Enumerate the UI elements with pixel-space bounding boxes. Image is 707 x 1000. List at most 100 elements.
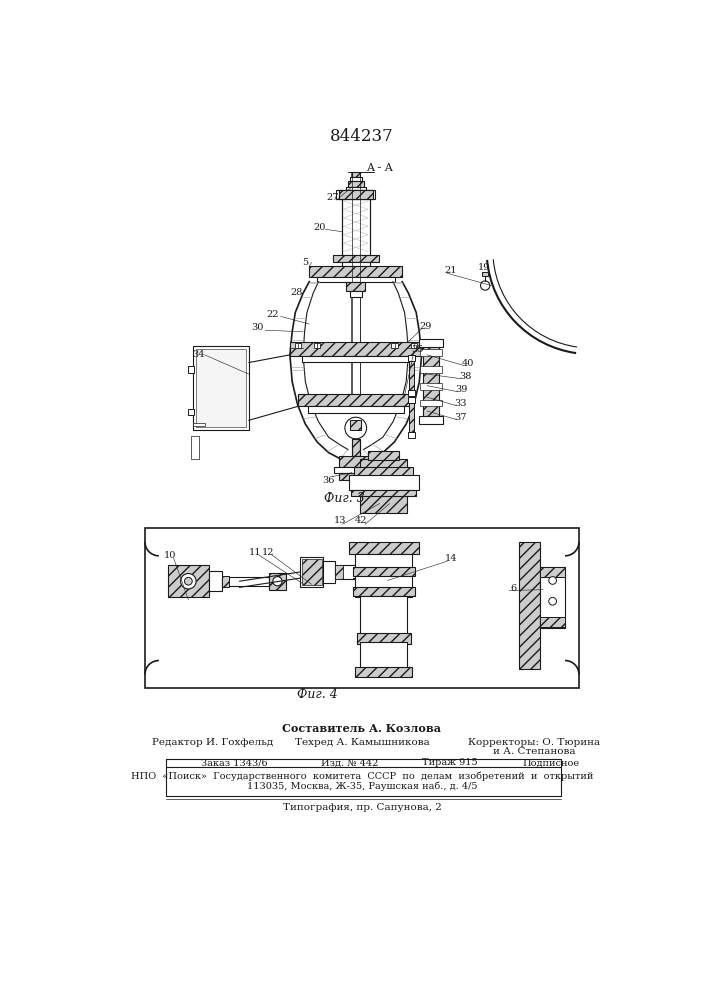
Text: 33: 33 bbox=[454, 399, 467, 408]
Text: 11: 11 bbox=[249, 548, 262, 557]
Bar bbox=[314, 343, 320, 348]
Bar bbox=[408, 389, 416, 396]
Bar bbox=[317, 277, 395, 282]
Text: 27: 27 bbox=[326, 192, 339, 202]
Text: Корректоры: О. Тюрина: Корректоры: О. Тюрина bbox=[468, 738, 600, 747]
Bar bbox=[518, 542, 540, 669]
Bar bbox=[295, 343, 300, 348]
Bar bbox=[341, 262, 370, 266]
Bar bbox=[420, 366, 442, 373]
Bar bbox=[339, 456, 373, 466]
Circle shape bbox=[549, 577, 556, 584]
Bar bbox=[337, 190, 375, 199]
Bar bbox=[361, 459, 407, 513]
Bar bbox=[309, 266, 402, 277]
Bar bbox=[408, 355, 416, 361]
Text: Техред А. Камышникова: Техред А. Камышникова bbox=[295, 738, 429, 747]
Text: Изд. № 442: Изд. № 442 bbox=[321, 758, 378, 767]
Bar bbox=[368, 451, 399, 460]
Text: 34: 34 bbox=[192, 350, 204, 359]
Text: 37: 37 bbox=[454, 413, 467, 422]
Text: 13: 13 bbox=[334, 516, 346, 525]
Bar bbox=[352, 172, 360, 177]
Bar bbox=[409, 359, 414, 389]
Bar bbox=[193, 346, 249, 430]
Text: 20: 20 bbox=[313, 223, 325, 232]
Bar bbox=[355, 554, 412, 597]
Text: A - A: A - A bbox=[366, 163, 392, 173]
Text: 12: 12 bbox=[262, 548, 274, 557]
Bar bbox=[301, 559, 322, 585]
Text: 36: 36 bbox=[322, 476, 335, 485]
Bar bbox=[352, 439, 360, 456]
Bar bbox=[339, 473, 373, 480]
Bar bbox=[540, 567, 565, 628]
Bar bbox=[209, 571, 223, 591]
Circle shape bbox=[180, 574, 196, 589]
Bar bbox=[301, 356, 410, 362]
Bar bbox=[355, 667, 412, 677]
Text: 844237: 844237 bbox=[330, 128, 394, 145]
Bar bbox=[392, 343, 397, 348]
Bar bbox=[332, 255, 379, 262]
Bar bbox=[323, 561, 335, 583]
Bar bbox=[351, 490, 416, 496]
Bar bbox=[361, 596, 407, 634]
Text: 113035, Москва, Ж-35, Раушская наб., д. 4/5: 113035, Москва, Ж-35, Раушская наб., д. … bbox=[247, 781, 477, 791]
Bar bbox=[168, 565, 209, 597]
Bar bbox=[349, 291, 362, 297]
Circle shape bbox=[345, 417, 367, 439]
Bar bbox=[335, 565, 362, 579]
Bar bbox=[346, 187, 366, 190]
Bar bbox=[419, 339, 443, 347]
Bar bbox=[420, 383, 442, 389]
Circle shape bbox=[185, 577, 192, 585]
Bar bbox=[420, 349, 442, 356]
Bar bbox=[482, 272, 489, 276]
Bar bbox=[351, 420, 361, 430]
Bar bbox=[339, 190, 373, 199]
Bar bbox=[308, 406, 404, 413]
Bar bbox=[411, 343, 417, 348]
Text: 10: 10 bbox=[163, 551, 176, 560]
Bar bbox=[223, 577, 269, 586]
Bar bbox=[334, 466, 378, 473]
Text: Составитель А. Козлова: Составитель А. Козлова bbox=[283, 723, 441, 734]
Bar bbox=[269, 573, 286, 590]
Text: Подписное: Подписное bbox=[522, 758, 580, 767]
Text: 14: 14 bbox=[445, 554, 457, 563]
Bar bbox=[145, 528, 579, 688]
Bar bbox=[290, 342, 421, 356]
Text: Фиг. 3: Фиг. 3 bbox=[324, 492, 365, 505]
Bar bbox=[356, 633, 411, 644]
Circle shape bbox=[481, 281, 490, 290]
Text: 29: 29 bbox=[419, 322, 432, 331]
Bar bbox=[223, 576, 228, 587]
Bar bbox=[540, 567, 565, 577]
Bar bbox=[339, 190, 373, 199]
Text: 42: 42 bbox=[355, 516, 368, 525]
Bar bbox=[193, 423, 204, 426]
Text: 19: 19 bbox=[477, 263, 490, 272]
Circle shape bbox=[549, 597, 556, 605]
Text: 6: 6 bbox=[510, 584, 516, 593]
Circle shape bbox=[273, 577, 282, 586]
Text: и А. Степанова: и А. Степанова bbox=[493, 747, 575, 756]
Text: 39: 39 bbox=[456, 385, 468, 394]
Text: 22: 22 bbox=[267, 310, 279, 319]
Bar bbox=[187, 366, 194, 373]
Text: 5: 5 bbox=[303, 258, 308, 267]
Bar bbox=[335, 565, 343, 579]
Text: 35: 35 bbox=[411, 345, 424, 354]
Bar bbox=[409, 401, 414, 432]
Bar bbox=[341, 199, 370, 255]
Bar bbox=[349, 177, 362, 181]
Text: Тираж 915: Тираж 915 bbox=[421, 758, 477, 767]
Text: НПО  «Поиск»  Государственного  комитета  СССР  по  делам  изобретений  и  откры: НПО «Поиск» Государственного комитета СС… bbox=[131, 771, 593, 781]
Bar bbox=[196, 349, 246, 427]
Bar bbox=[187, 409, 194, 415]
Text: Редактор И. Гохфельд: Редактор И. Гохфельд bbox=[152, 738, 273, 747]
Bar bbox=[351, 172, 361, 403]
Bar bbox=[192, 436, 199, 459]
Text: 40: 40 bbox=[462, 359, 474, 368]
